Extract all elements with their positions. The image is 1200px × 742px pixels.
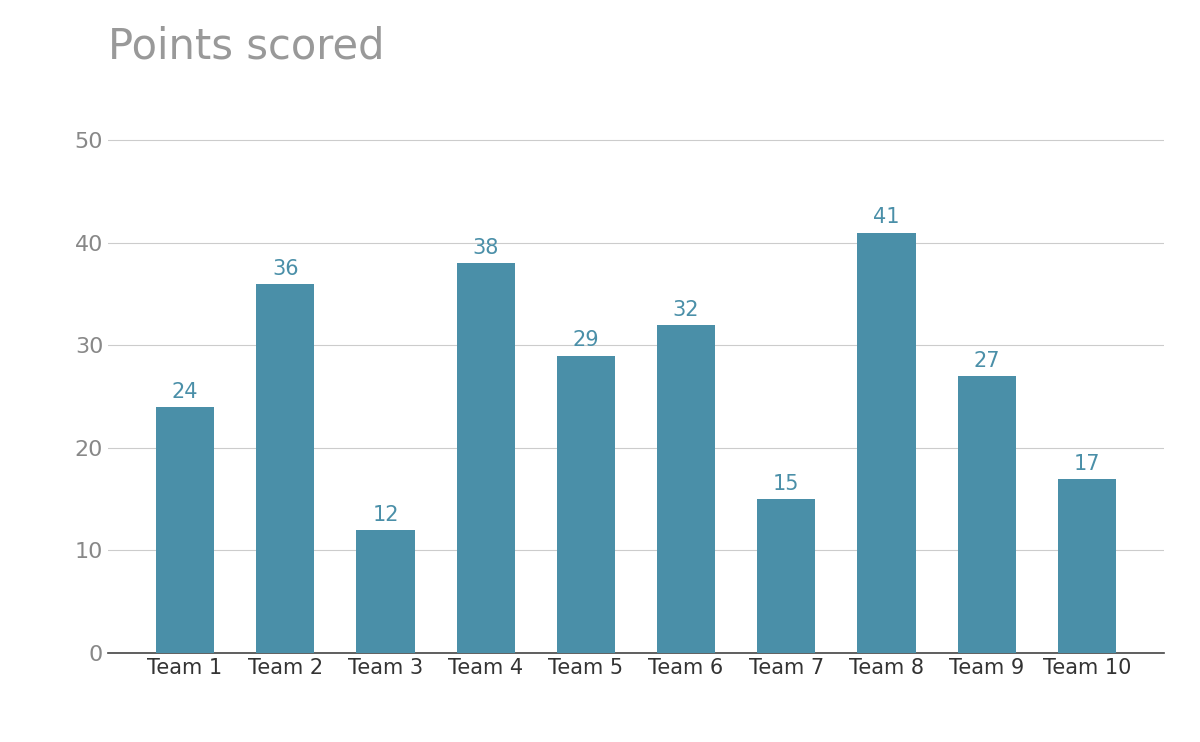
Text: 15: 15 <box>773 474 799 494</box>
Bar <box>457 263 515 653</box>
Bar <box>658 325 715 653</box>
Text: 32: 32 <box>673 300 700 320</box>
Text: 12: 12 <box>372 505 398 525</box>
Bar <box>356 530 414 653</box>
Bar <box>1058 479 1116 653</box>
Bar <box>156 407 214 653</box>
Bar <box>557 355 614 653</box>
Text: Points scored: Points scored <box>108 25 384 68</box>
Text: 41: 41 <box>874 208 900 228</box>
Bar <box>958 376 1015 653</box>
Text: 27: 27 <box>973 351 1000 371</box>
Bar <box>757 499 815 653</box>
Bar <box>858 232 916 653</box>
Text: 24: 24 <box>172 382 198 401</box>
Text: 29: 29 <box>572 330 599 350</box>
Text: 36: 36 <box>272 259 299 279</box>
Bar <box>257 284 314 653</box>
Text: 17: 17 <box>1074 453 1100 473</box>
Text: 38: 38 <box>473 238 499 258</box>
